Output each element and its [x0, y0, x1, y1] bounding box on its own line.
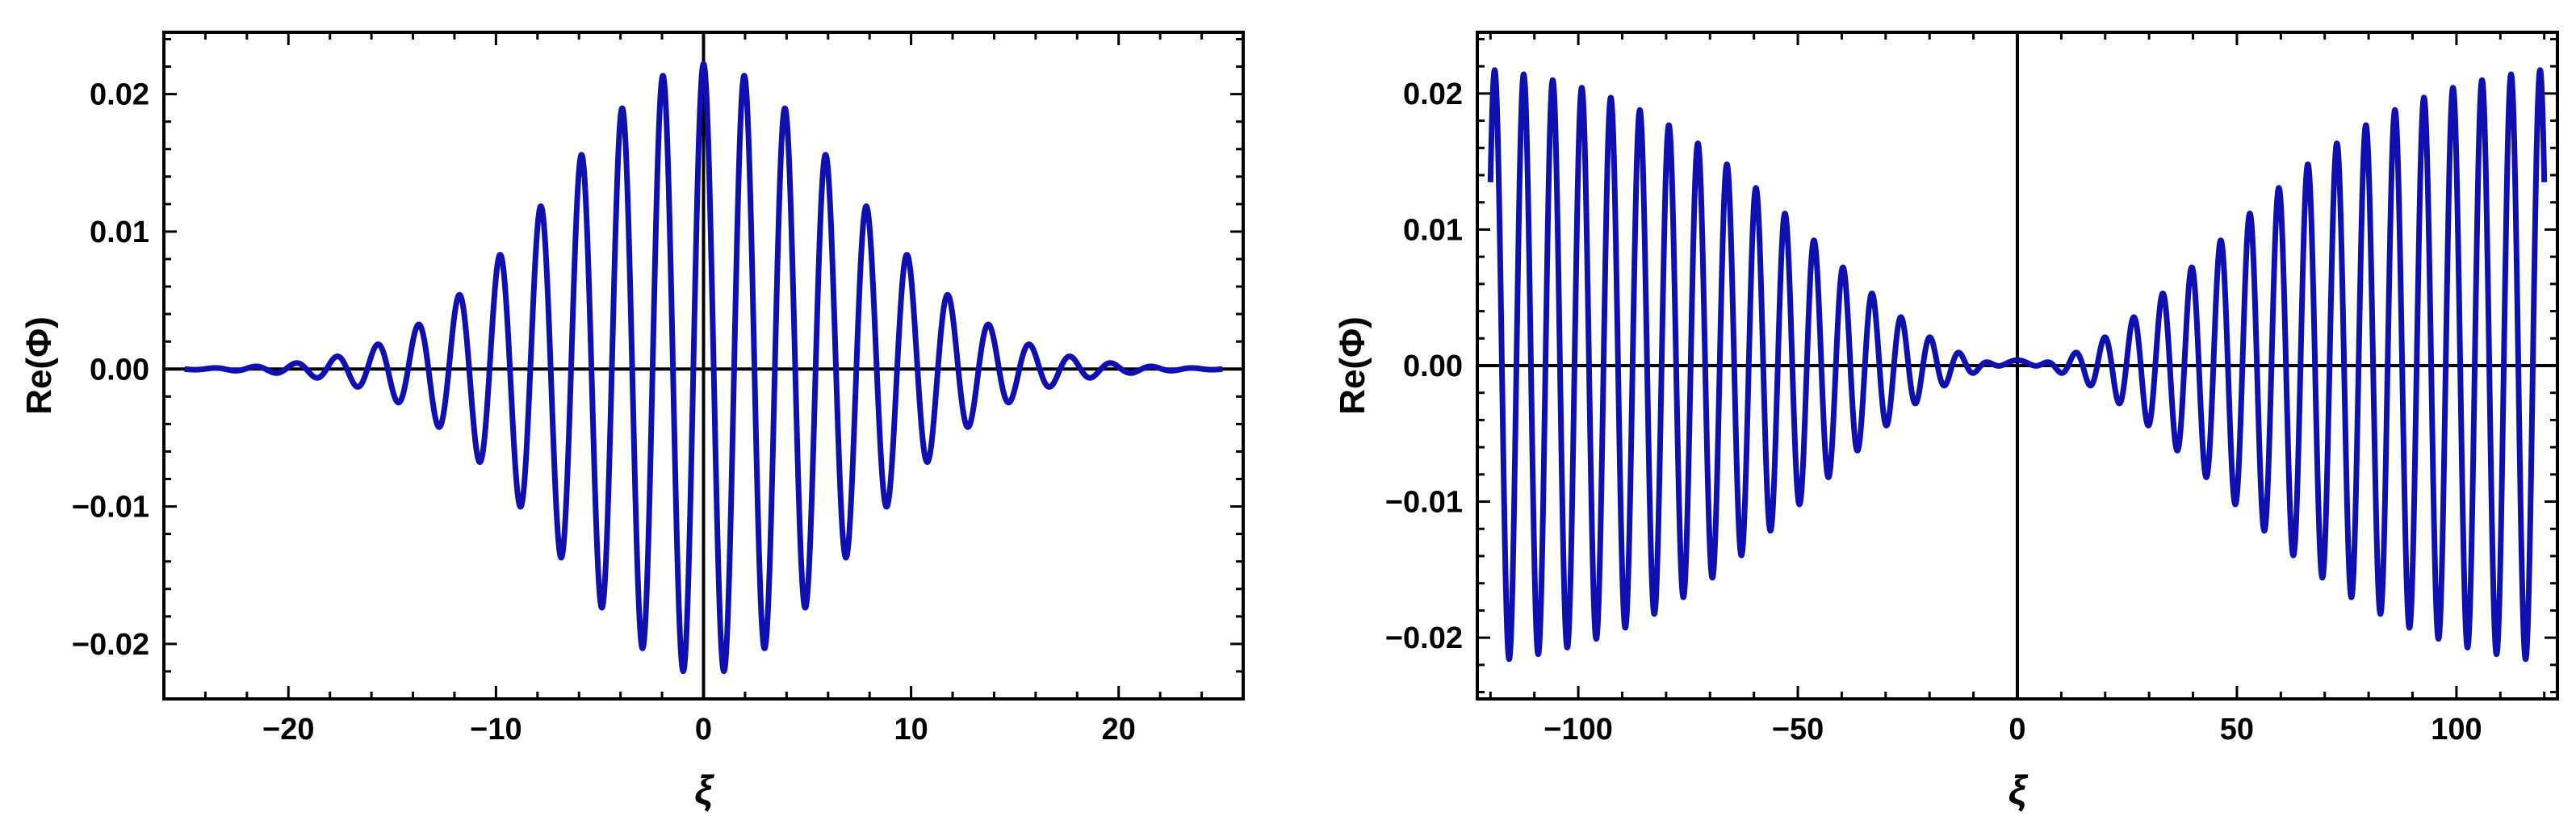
- x-tick-label: 0: [2008, 713, 2025, 747]
- right-panel: −100 −50 0 50 100 −0.02 −0.01 0.00 0.01 0.02 ξ Re(Φ…: [1333, 31, 2559, 813]
- y-tick-label: 0.00: [90, 353, 149, 387]
- x-tick-label: 50: [2220, 713, 2254, 747]
- x-tick-label: 20: [1102, 713, 1136, 747]
- x-axis-label: ξ: [694, 768, 714, 813]
- x-tick-label: −20: [262, 713, 314, 747]
- y-tick-label: 0.02: [90, 78, 149, 112]
- x-tick-label: −100: [1544, 713, 1613, 747]
- y-tick-label: −0.02: [1385, 621, 1463, 655]
- x-axis-label: ξ: [2008, 768, 2029, 813]
- x-tick-label: 0: [695, 713, 712, 747]
- y-tick-label: −0.01: [72, 491, 149, 525]
- x-tick-label: −10: [470, 713, 521, 747]
- left-panel: −20 −10 0 10 20 −0.02 −0.01 0.00 0.01 0.02 ξ Re(Φ): [19, 31, 1245, 813]
- series-line: [1487, 67, 2548, 663]
- y-axis-label: Re(Φ): [1333, 316, 1372, 415]
- series-line: [182, 61, 1225, 675]
- y-tick-label: −0.02: [72, 628, 149, 662]
- y-tick-label: 0.02: [1403, 77, 1463, 111]
- x-tick-label: −50: [1772, 713, 1824, 747]
- y-tick-label: −0.01: [1385, 486, 1463, 520]
- x-tick-label: 10: [894, 713, 928, 747]
- y-tick-label: 0.01: [1403, 213, 1463, 247]
- y-tick-label: 0.01: [90, 215, 149, 249]
- y-tick-label: 0.00: [1403, 349, 1463, 383]
- x-tick-label: 100: [2431, 713, 2482, 747]
- y-axis-label: Re(Φ): [19, 316, 59, 415]
